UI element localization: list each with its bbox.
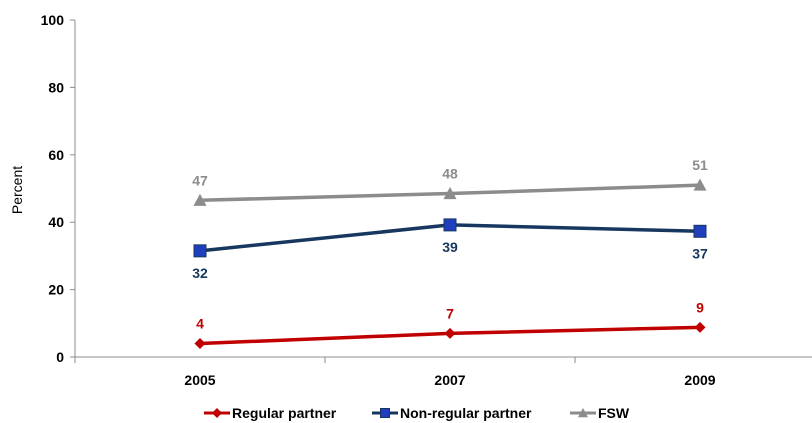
data-label: 48 bbox=[442, 166, 458, 182]
legend-label: FSW bbox=[598, 405, 630, 421]
data-point bbox=[194, 338, 206, 350]
data-label: 47 bbox=[192, 172, 208, 188]
legend-marker bbox=[380, 408, 390, 418]
y-tick-label: 80 bbox=[48, 79, 64, 95]
data-label: 32 bbox=[192, 265, 208, 281]
y-tick-label: 60 bbox=[48, 147, 64, 163]
legend: Regular partner Non-regular partner FSW bbox=[204, 405, 630, 421]
data-point bbox=[193, 244, 207, 258]
series-regular-partner: 4 7 9 bbox=[194, 299, 706, 350]
legend-label: Regular partner bbox=[232, 405, 337, 421]
y-tick-group: 0 20 40 60 80 100 bbox=[41, 12, 75, 365]
data-label: 39 bbox=[442, 239, 458, 255]
data-label: 4 bbox=[196, 316, 204, 332]
legend-marker bbox=[578, 408, 588, 418]
y-tick-label: 40 bbox=[48, 214, 64, 230]
data-point bbox=[694, 321, 706, 333]
data-point bbox=[693, 224, 707, 238]
y-tick-label: 0 bbox=[56, 349, 64, 365]
y-tick-label: 20 bbox=[48, 282, 64, 298]
legend-label: Non-regular partner bbox=[400, 405, 532, 421]
y-axis: 0 20 40 60 80 100 bbox=[41, 12, 76, 365]
data-label: 9 bbox=[696, 299, 704, 315]
x-axis: 2005 2007 2009 bbox=[74, 356, 812, 388]
y-axis-title: Percent bbox=[9, 166, 25, 214]
data-point bbox=[443, 187, 457, 200]
data-point bbox=[693, 178, 707, 191]
y-tick-label: 100 bbox=[41, 12, 65, 28]
data-label: 7 bbox=[446, 305, 454, 321]
x-tick-group: 2005 2007 2009 bbox=[74, 357, 716, 388]
series-non-regular-partner: 32 39 37 bbox=[192, 218, 708, 281]
data-point bbox=[443, 218, 457, 232]
data-point bbox=[444, 327, 456, 339]
series-fsw: 47 48 51 bbox=[192, 157, 708, 206]
x-tick-label: 2005 bbox=[184, 372, 215, 388]
x-tick-label: 2009 bbox=[684, 372, 715, 388]
data-label: 37 bbox=[692, 245, 708, 261]
data-label: 51 bbox=[692, 157, 708, 173]
x-tick-label: 2007 bbox=[434, 372, 465, 388]
legend-marker bbox=[212, 408, 222, 418]
data-point bbox=[193, 193, 207, 206]
